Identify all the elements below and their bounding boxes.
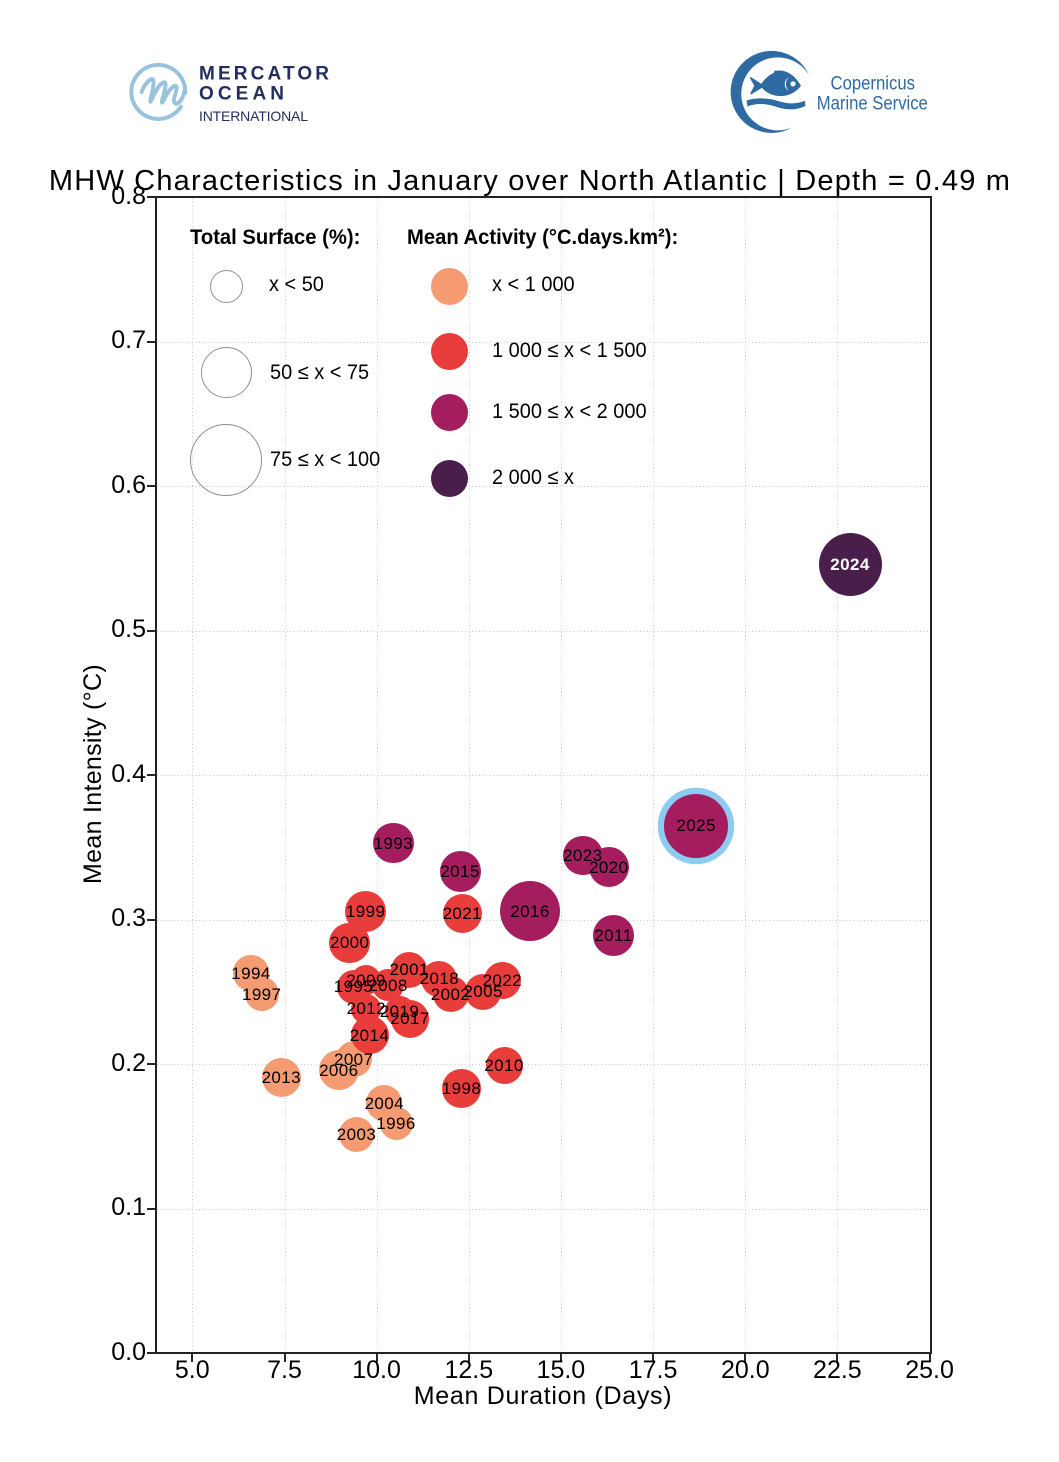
- svg-text:Copernicus: Copernicus: [831, 74, 916, 95]
- svg-text:INTERNATIONAL: INTERNATIONAL: [199, 108, 308, 124]
- svg-text:Marine Service: Marine Service: [817, 93, 928, 114]
- svg-text:MERCATOR: MERCATOR: [199, 63, 329, 84]
- svg-text:OCEAN: OCEAN: [199, 84, 284, 105]
